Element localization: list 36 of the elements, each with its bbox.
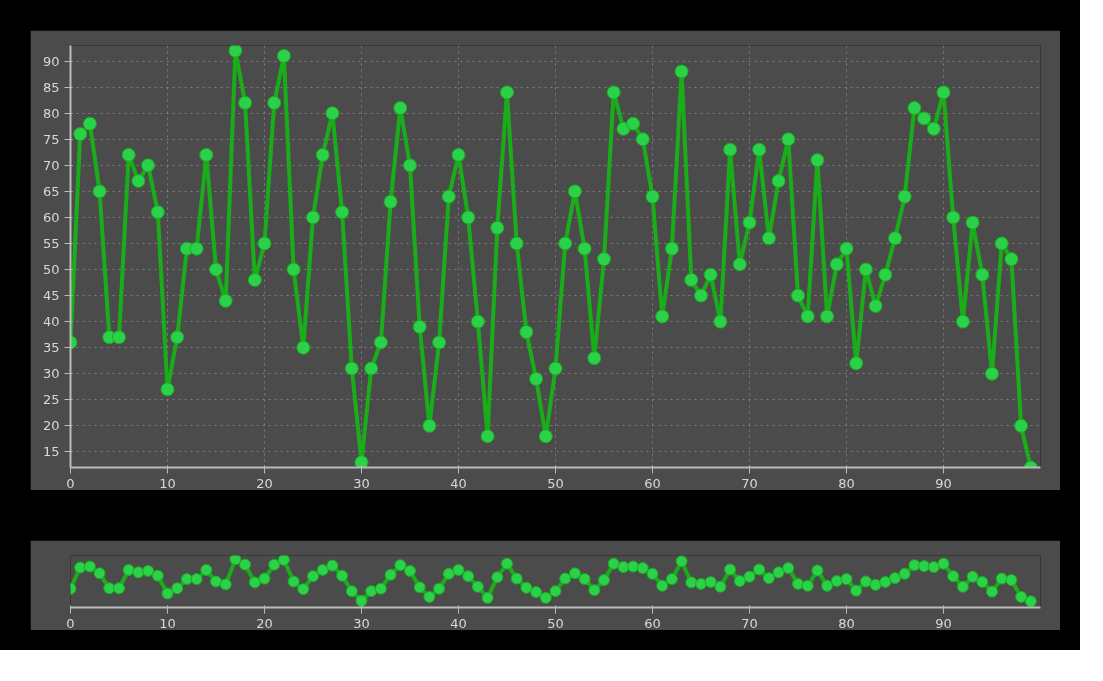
y-tick-label: 35 — [42, 340, 60, 356]
y-tick-label: 25 — [42, 392, 60, 408]
y-tick-label: 55 — [42, 235, 60, 251]
y-tick-label: 85 — [42, 79, 60, 95]
x-tick-label: 50 — [547, 615, 564, 631]
x-tick-label: 70 — [741, 475, 758, 491]
y-tick-label: 70 — [42, 157, 60, 173]
x-tick-label: 20 — [256, 615, 273, 631]
y-tick-label: 90 — [42, 53, 60, 69]
x-tick-label: 0 — [66, 475, 75, 491]
x-tick-label: 0 — [66, 615, 75, 631]
x-tick-label: 80 — [838, 475, 855, 491]
x-tick-label: 80 — [838, 615, 855, 631]
x-tick-label: 50 — [547, 475, 564, 491]
y-tick-label: 50 — [42, 262, 60, 278]
x-tick-label: 60 — [644, 475, 661, 491]
x-tick-label: 30 — [353, 475, 370, 491]
y-tick-label: 65 — [42, 183, 60, 199]
x-tick-label: 40 — [450, 615, 467, 631]
y-tick-label: 80 — [42, 105, 60, 121]
y-tick-label: 20 — [42, 418, 60, 434]
x-tick-label: 90 — [935, 615, 952, 631]
y-tick-label: 15 — [42, 444, 60, 460]
x-tick-label: 60 — [644, 615, 661, 631]
x-tick-label: 10 — [159, 615, 176, 631]
x-tick-label: 70 — [741, 615, 758, 631]
x-tick-label: 20 — [256, 475, 273, 491]
y-tick-label: 40 — [42, 314, 60, 330]
x-tick-label: 30 — [353, 615, 370, 631]
x-tick-label: 40 — [450, 475, 467, 491]
y-tick-label: 60 — [42, 209, 60, 225]
y-tick-label: 30 — [42, 366, 60, 382]
y-tick-label: 45 — [42, 288, 60, 304]
x-tick-label: 90 — [935, 475, 952, 491]
y-tick-label: 75 — [42, 131, 60, 147]
x-tick-label: 10 — [159, 475, 176, 491]
